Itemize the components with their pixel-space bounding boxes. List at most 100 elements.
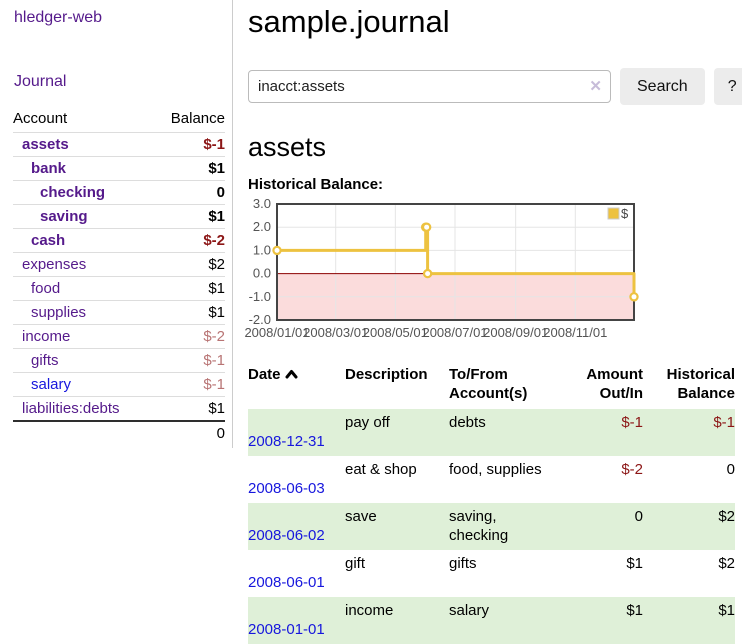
chart-title: Historical Balance: bbox=[248, 176, 384, 193]
svg-text:0.0: 0.0 bbox=[253, 266, 271, 281]
account-name-cell: assets bbox=[13, 133, 154, 157]
register-balance: $2 bbox=[718, 555, 735, 572]
svg-text:1.0: 1.0 bbox=[253, 242, 271, 257]
account-balance: $-1 bbox=[203, 376, 225, 393]
account-name-cell: bank bbox=[13, 157, 154, 181]
account-balance: $1 bbox=[208, 304, 225, 321]
register-accounts: gifts bbox=[449, 555, 477, 572]
register-balance: 0 bbox=[726, 461, 735, 478]
register-row: 2008-01-01 income salary $1 $1 bbox=[248, 597, 735, 644]
account-name-cell: gifts bbox=[13, 349, 154, 373]
account-name-cell: cash bbox=[13, 229, 154, 253]
clear-search-icon[interactable]: ✕ bbox=[589, 78, 602, 95]
register-description: gift bbox=[345, 555, 366, 572]
account-row: assets $-1 bbox=[13, 132, 225, 157]
register-accounts: food, supplies bbox=[449, 461, 542, 478]
account-row: gifts $-1 bbox=[13, 348, 225, 373]
sidebar-item-journal[interactable]: Journal bbox=[14, 73, 67, 90]
help-button[interactable]: ? bbox=[713, 68, 742, 105]
account-row: liabilities:debts $1 bbox=[13, 396, 225, 422]
account-row: income $-2 bbox=[13, 324, 225, 349]
svg-text:2008/11/01: 2008/11/01 bbox=[543, 325, 607, 340]
register-accounts: debts bbox=[449, 414, 486, 431]
account-row: bank $1 bbox=[13, 156, 225, 181]
account-row: expenses $2 bbox=[13, 252, 225, 277]
account-link[interactable]: saving bbox=[40, 208, 88, 225]
accounts-col-account: Account bbox=[13, 110, 68, 127]
account-link[interactable]: supplies bbox=[31, 304, 87, 321]
account-link[interactable]: salary bbox=[31, 376, 72, 393]
register-date-link[interactable]: 2008-01-01 bbox=[248, 621, 325, 638]
account-balance: $1 bbox=[208, 160, 225, 177]
register-row: 2008-06-01 gift gifts $1 $2 bbox=[248, 550, 735, 597]
account-link[interactable]: food bbox=[31, 280, 61, 297]
svg-text:2.0: 2.0 bbox=[253, 219, 271, 234]
register-description: eat & shop bbox=[345, 461, 417, 478]
register-row: 2008-12-31 pay off debts $-1 $-1 bbox=[248, 409, 735, 456]
account-link[interactable]: income bbox=[22, 328, 71, 345]
account-balance: $1 bbox=[208, 208, 225, 225]
accounts-header-row: Account Balance bbox=[13, 107, 225, 133]
register-date-cell: 2008-01-01 bbox=[248, 597, 345, 644]
register-col-date[interactable]: Date bbox=[248, 363, 345, 409]
account-heading: assets bbox=[248, 132, 327, 162]
register-row: 2008-06-02 save saving, checking 0 $2 bbox=[248, 503, 735, 550]
account-balance: $-1 bbox=[203, 352, 225, 369]
register-accounts: salary bbox=[449, 602, 490, 619]
register-description: income bbox=[345, 602, 394, 619]
register-date-link[interactable]: 2008-06-02 bbox=[248, 527, 325, 544]
register-date-cell: 2008-06-03 bbox=[248, 456, 345, 503]
account-name-cell: expenses bbox=[13, 253, 154, 277]
accounts-table: Account Balance assets $-1 bank $1 check… bbox=[13, 107, 225, 445]
register-col-description: Description bbox=[345, 366, 428, 383]
register-col-amount: Amount Out/In bbox=[586, 366, 643, 402]
svg-text:2008/05/01: 2008/05/01 bbox=[363, 325, 428, 340]
register-date-cell: 2008-06-02 bbox=[248, 503, 345, 550]
account-link[interactable]: expenses bbox=[22, 256, 87, 273]
register-amount: $1 bbox=[626, 555, 643, 572]
svg-text:2008/01/01: 2008/01/01 bbox=[244, 325, 309, 340]
svg-text:2008/03/01: 2008/03/01 bbox=[303, 325, 368, 340]
register-header-row: Date Description To/From Account(s) Amou… bbox=[248, 363, 735, 409]
search-bar: ✕ Search ? bbox=[248, 68, 742, 105]
register-amount: $-2 bbox=[621, 461, 643, 478]
account-balance: $-2 bbox=[203, 328, 225, 345]
app-title-link[interactable]: hledger-web bbox=[14, 9, 103, 26]
register-balance: $-1 bbox=[713, 414, 735, 431]
accounts-total-value: 0 bbox=[153, 420, 225, 445]
account-link[interactable]: gifts bbox=[31, 352, 59, 369]
register-date-cell: 2008-06-01 bbox=[248, 550, 345, 597]
register-table: Date Description To/From Account(s) Amou… bbox=[248, 363, 735, 644]
register-amount: 0 bbox=[634, 508, 643, 525]
register-date-link[interactable]: 2008-06-01 bbox=[248, 574, 325, 591]
sort-ascending-icon bbox=[285, 370, 298, 379]
account-link[interactable]: bank bbox=[31, 160, 67, 177]
account-link[interactable]: assets bbox=[22, 136, 69, 153]
register-row: 2008-06-03 eat & shop food, supplies $-2… bbox=[248, 456, 735, 503]
svg-text:2008/09/01: 2008/09/01 bbox=[483, 325, 548, 340]
register-date-link[interactable]: 2008-12-31 bbox=[248, 433, 325, 450]
register-balance: $2 bbox=[718, 508, 735, 525]
account-row: checking 0 bbox=[13, 180, 225, 205]
account-balance: $1 bbox=[208, 400, 225, 417]
register-description: save bbox=[345, 508, 377, 525]
account-balance: 0 bbox=[216, 184, 225, 201]
search-button[interactable]: Search bbox=[620, 68, 705, 105]
svg-text:3.0: 3.0 bbox=[253, 196, 271, 211]
svg-text:$: $ bbox=[621, 206, 629, 221]
account-row: salary $-1 bbox=[13, 372, 225, 397]
account-name-cell: salary bbox=[13, 373, 154, 397]
account-name-cell: supplies bbox=[13, 301, 154, 325]
register-col-accounts: To/From Account(s) bbox=[449, 366, 528, 402]
account-link[interactable]: liabilities:debts bbox=[22, 400, 120, 417]
register-amount: $-1 bbox=[621, 414, 643, 431]
account-link[interactable]: checking bbox=[40, 184, 106, 201]
register-date-cell: 2008-12-31 bbox=[248, 409, 345, 456]
account-row: cash $-2 bbox=[13, 228, 225, 253]
accounts-total-row: 0 bbox=[13, 420, 225, 445]
account-link[interactable]: cash bbox=[31, 232, 66, 249]
register-description: pay off bbox=[345, 414, 390, 431]
register-date-link[interactable]: 2008-06-03 bbox=[248, 480, 325, 497]
historical-balance-chart: $3.0 2.0 1.0 0.0 -1.0 -2.0 2008/01/01 2008/03/0… bbox=[242, 196, 742, 343]
search-input[interactable] bbox=[248, 70, 611, 103]
